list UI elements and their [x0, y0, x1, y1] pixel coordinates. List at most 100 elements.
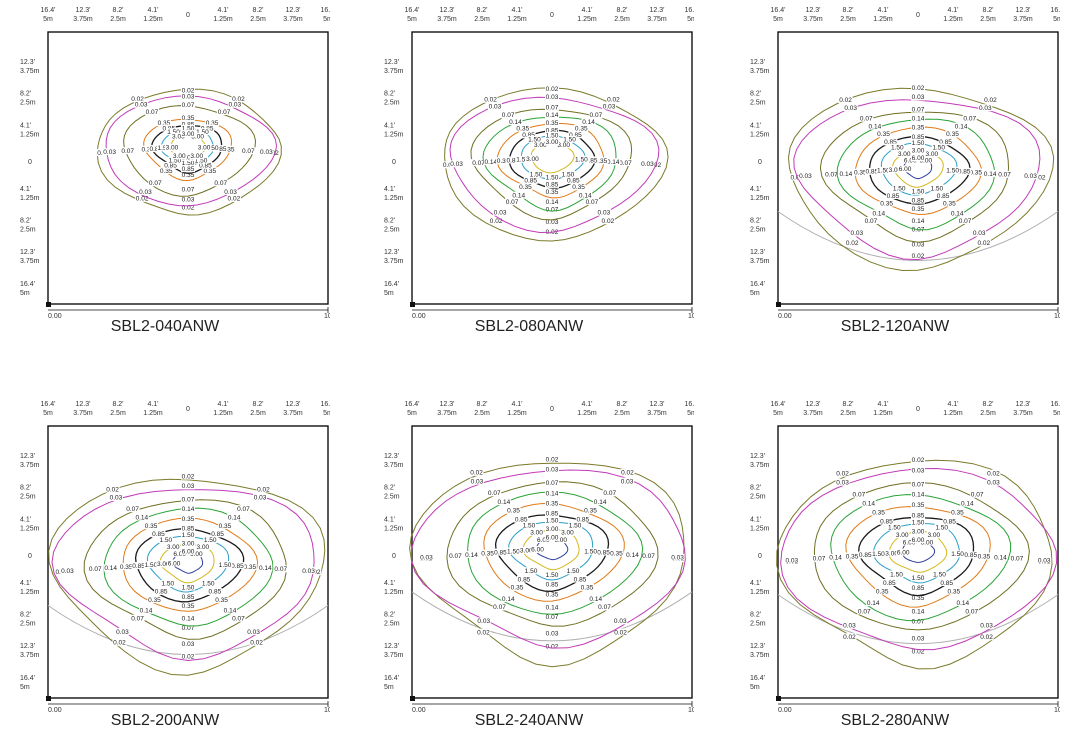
scale-x-end-label: 10.00 m [324, 707, 330, 714]
contour-0-03 [793, 99, 1041, 261]
contour-label: 1.50 [567, 568, 580, 575]
contour-label: 0.07 [502, 112, 515, 119]
contour-label-bg [545, 198, 559, 206]
contour-label-bg [618, 159, 633, 167]
contour-label-bg [471, 159, 486, 167]
contour-label-bg [510, 583, 524, 591]
contour-label: 0.14 [912, 218, 925, 225]
contour-label-bg [911, 205, 925, 213]
top-tick-m: 1.25m [507, 410, 527, 417]
panel-title: SBL2-280ANW [840, 712, 950, 729]
contour-label: 0.03 [912, 241, 925, 248]
contour-label: 3.00 [526, 156, 539, 163]
contour-label: 0.02 [546, 86, 559, 93]
contour-label: 0.07 [146, 109, 159, 116]
contour-label: 0.85 [884, 139, 897, 146]
contour-label: 0.85 [569, 132, 582, 139]
contour-label: 0.07 [912, 619, 925, 626]
contour-label: 0.02 [621, 470, 634, 477]
left-tick-m: 1.25m [20, 195, 40, 202]
contour-label-bg [871, 209, 886, 217]
contour-label-bg [851, 490, 866, 498]
contour-label: 0.14 [961, 501, 974, 508]
left-tick-m: 1.25m [750, 525, 770, 532]
contour-label-bg [226, 194, 241, 202]
contour-label-bg [256, 485, 271, 493]
contour-label-bg [600, 217, 615, 225]
contour-label-bg [976, 239, 991, 247]
contour-label: 0.03 [420, 555, 433, 562]
contour-label-bg [545, 173, 559, 181]
contour-label: 0.85 [866, 169, 879, 176]
contour-label-bg [464, 551, 479, 559]
contour-label-bg [253, 493, 268, 501]
contour-label: 0.35 [595, 158, 608, 165]
top-tick-m: 2.5m [110, 16, 126, 23]
contour-label: 0.35 [148, 597, 161, 604]
left-axis-ticks: 12.3' 3.75m 8.2' 2.5m 4.1' 1.25m 0 4.1' 1.25m 8.2… [384, 59, 404, 297]
contour-label: 0.35 [481, 550, 494, 557]
contour-label: 6.00 [546, 535, 559, 542]
contour-label-bg [566, 567, 580, 575]
contour-label: 0.35 [912, 206, 925, 213]
contour-label: 0.07 [998, 172, 1011, 179]
top-tick-m: 5m [773, 410, 783, 417]
contour-label-bg [167, 156, 182, 164]
contour-label-bg [875, 587, 890, 595]
top-tick-m: 3.75m [73, 410, 93, 417]
contour-label: 0.35 [877, 131, 890, 138]
left-tick-ft: 12.3' [384, 453, 399, 460]
top-tick-ft: 16.4' [1051, 7, 1060, 14]
contour-label: 0.02 [182, 653, 195, 660]
left-tick-m: 3.75m [20, 462, 40, 469]
top-tick-m: 1.25m [577, 410, 597, 417]
contour-label: 1.50 [951, 551, 964, 558]
panel-title: SBL2-200ANW [110, 712, 220, 729]
contour-label: 0.03 [229, 102, 242, 109]
top-tick-ft: 0 [550, 12, 554, 19]
top-tick-m: 5m [1053, 410, 1060, 417]
contour-label: 3.00 [530, 530, 543, 537]
contour-label: 1.50 [912, 520, 925, 527]
contour-label: 0.07 [472, 160, 485, 167]
contour-label-bg [625, 551, 640, 559]
contour-label-bg [181, 531, 195, 539]
contour-label-bg [566, 176, 581, 184]
contour-group: 0.020.020.020.020.020.020.020.020.030.03… [409, 455, 686, 668]
contour-label-bg [911, 594, 925, 602]
contour-label-bg [273, 565, 288, 573]
contour-label-bg [838, 96, 853, 104]
contour-label: 0.14 [546, 604, 559, 611]
contour-label-bg [945, 130, 960, 138]
contour-label-bg [911, 536, 925, 544]
contour-label: 3.00 [190, 153, 203, 160]
contour-label-bg [924, 150, 939, 158]
contour-label-bg [105, 485, 120, 493]
contour-label: 1.50 [546, 133, 559, 140]
contour-label-bg [845, 239, 860, 247]
contour-label-bg [181, 583, 195, 591]
contour-label: 0.03 [546, 219, 559, 226]
contour-label-bg [871, 508, 886, 516]
top-tick-ft: 12.3' [440, 401, 455, 408]
contour-label-bg [545, 103, 559, 111]
left-tick-ft: 4.1' [384, 186, 395, 193]
contour-label-bg [545, 580, 559, 588]
contour-label-bg [203, 536, 218, 544]
isolux-diagram: 16.4'5m12.3'3.75m8.2'2.5m4.1'1.25m04.1'1… [384, 7, 694, 320]
contour-label: 0.07 [546, 104, 559, 111]
contour-label-bg [596, 548, 611, 556]
contour-label-bg [545, 85, 559, 93]
left-axis-ticks: 12.3' 3.75m 8.2' 2.5m 4.1' 1.25m 0 4.1' 1.25m 8.2… [20, 59, 40, 297]
contour-label: 1.50 [219, 562, 232, 569]
contour-label: 0.02 [839, 97, 852, 104]
contour-label: 1.50 [872, 551, 885, 558]
top-tick-ft: 0 [916, 12, 920, 19]
contour-label: 1.50 [182, 126, 195, 133]
left-tick-m: 3.75m [750, 258, 770, 265]
contour-label-bg [259, 148, 274, 156]
contour-label-bg [131, 562, 146, 570]
contour-label: 0.35 [215, 597, 228, 604]
contour-label-bg [518, 183, 533, 191]
top-tick-ft: 0 [186, 406, 190, 413]
